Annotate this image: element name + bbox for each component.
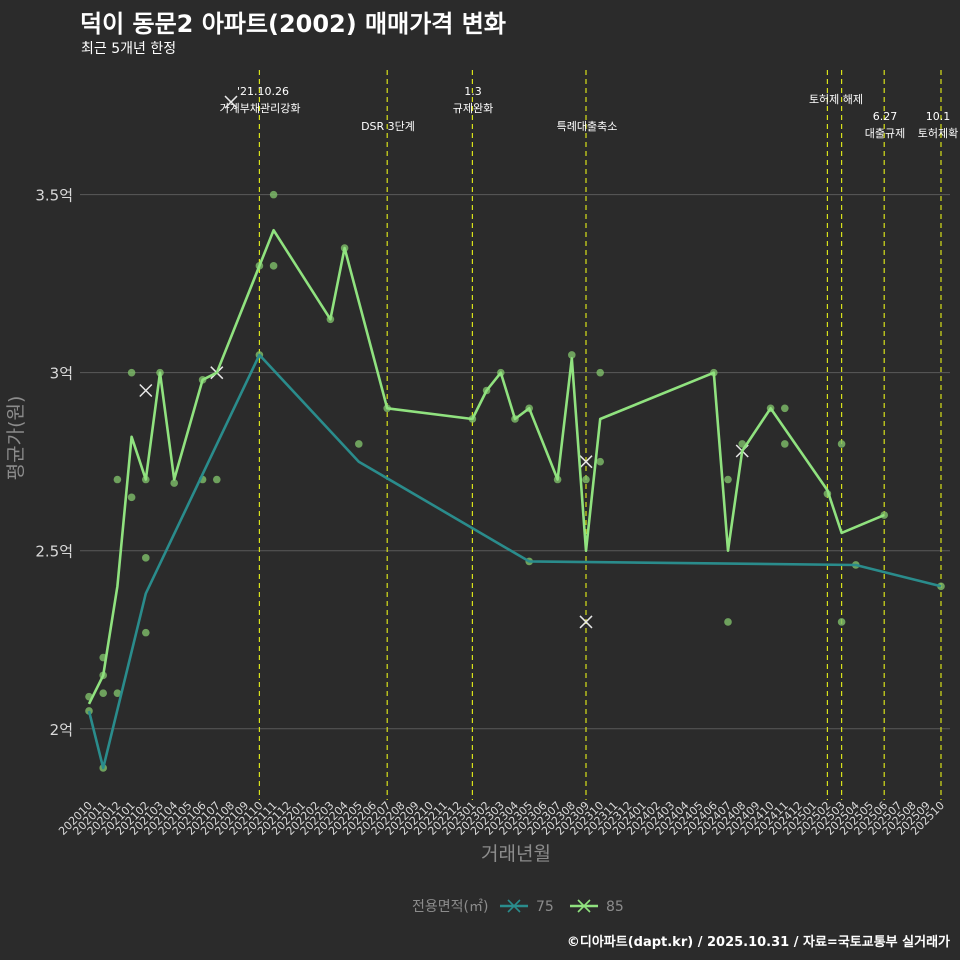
data-point bbox=[85, 707, 93, 715]
data-point bbox=[582, 475, 590, 484]
series-lines bbox=[85, 95, 945, 772]
data-point bbox=[213, 475, 221, 484]
data-point bbox=[142, 628, 150, 637]
data-point bbox=[127, 368, 136, 377]
cancelled-marker bbox=[579, 455, 593, 469]
data-point bbox=[724, 475, 732, 484]
event-label: 대출규제 bbox=[865, 127, 905, 140]
cancelled-marker bbox=[579, 615, 593, 629]
legend-swatch-marker bbox=[577, 899, 591, 913]
event-date: '21.10.26 bbox=[237, 85, 289, 98]
data-point bbox=[568, 351, 576, 359]
y-axis-title: 평균가(원) bbox=[5, 396, 27, 481]
y-tick-label: 3.5억 bbox=[35, 187, 73, 205]
grid-lines bbox=[80, 194, 950, 730]
data-point bbox=[781, 404, 789, 413]
y-tick-label: 3억 bbox=[50, 365, 73, 383]
legend-entry: 75 bbox=[536, 899, 554, 915]
x-axis-title: 거래년월 bbox=[481, 843, 551, 865]
event-date: 10.1 bbox=[926, 110, 951, 123]
data-point bbox=[99, 689, 107, 697]
data-point bbox=[781, 440, 789, 448]
event-label: 토허제확 bbox=[918, 127, 958, 140]
source-caption: ©디아파트(dapt.kr) / 2025.10.31 / 자료=국토교통부 실… bbox=[566, 935, 950, 950]
event-label: 특례대출축소 bbox=[557, 120, 618, 133]
chart-title: 덕이 동문2 아파트(2002) 매매가격 변화 bbox=[80, 10, 506, 38]
event-label: DSR 3단계 bbox=[361, 120, 415, 133]
data-point bbox=[269, 190, 278, 199]
y-axis: 2억 2.5억 3억 3.5억 bbox=[35, 187, 73, 739]
cancelled-marker bbox=[139, 383, 153, 398]
data-point bbox=[127, 493, 136, 502]
series-line-75 bbox=[87, 353, 942, 770]
data-point bbox=[113, 475, 122, 484]
data-point bbox=[142, 554, 150, 562]
event-label: 규제완화 bbox=[453, 102, 493, 115]
event-date: 6.27 bbox=[873, 110, 898, 123]
legend-swatch-marker bbox=[507, 899, 521, 913]
event-label: 가계부채관리강화 bbox=[220, 102, 301, 115]
data-point bbox=[837, 618, 846, 626]
x-axis: 2020102020112020122021012021022021032021… bbox=[56, 799, 947, 838]
data-point bbox=[596, 368, 604, 377]
chart-subtitle: 최근 5개년 한정 bbox=[81, 41, 177, 57]
event-label: 토허제 해제 bbox=[809, 92, 863, 106]
legend-entry: 85 bbox=[606, 899, 624, 915]
legend: 전용면적(㎡) 75 85 bbox=[412, 899, 624, 915]
event-date: 1.3 bbox=[464, 85, 482, 98]
data-point bbox=[170, 479, 178, 487]
data-point bbox=[724, 618, 732, 626]
data-point bbox=[596, 457, 604, 466]
data-point bbox=[937, 582, 945, 591]
data-point bbox=[269, 262, 278, 270]
series-line-85 bbox=[87, 228, 885, 705]
data-point bbox=[113, 689, 122, 697]
y-tick-label: 2.5억 bbox=[35, 543, 73, 561]
data-point bbox=[837, 440, 846, 448]
legend-title: 전용면적(㎡) bbox=[412, 899, 488, 915]
y-tick-label: 2억 bbox=[50, 721, 73, 739]
data-point bbox=[355, 440, 363, 448]
cancelled-marker bbox=[224, 95, 238, 109]
